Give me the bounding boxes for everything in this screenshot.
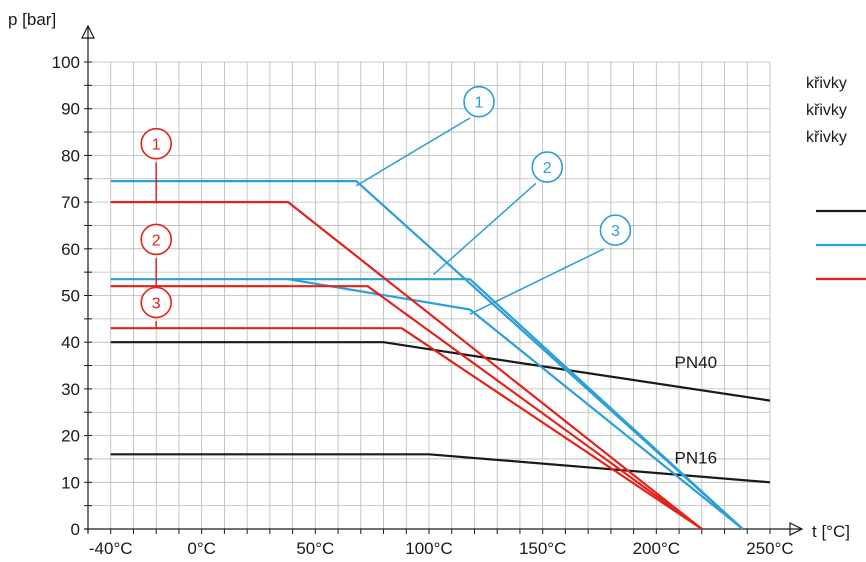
marker-leader [469, 248, 605, 315]
legend: křivky křivky křivky [806, 75, 866, 281]
chart-axes [81, 24, 804, 536]
legend-text: křivky [806, 129, 847, 146]
marker-leader [355, 117, 471, 187]
x-tick-label: -40°C [89, 539, 133, 558]
series-line [110, 327, 703, 530]
y-tick-label: 50 [61, 287, 80, 306]
y-tick-label: 20 [61, 427, 80, 446]
x-tick-label: 50°C [296, 539, 334, 558]
series-line [110, 180, 744, 530]
series-line [110, 453, 771, 484]
marker-circle [531, 151, 564, 183]
marker-number: 1 [152, 137, 161, 154]
curve-markers: 1 2 3 1 2 3 [140, 85, 632, 329]
y-tick-label: 60 [61, 240, 80, 259]
series-line [110, 278, 744, 530]
marker-circle [463, 85, 495, 118]
y-axis-title: p [bar] [8, 10, 56, 29]
y-tick-label: 100 [52, 53, 80, 72]
series-label: PN16 [675, 449, 718, 468]
chart-labels: p [bar] t [°C] -40°C 0°C 50°C 100°C 150°C 200… [8, 10, 850, 558]
legend-text: křivky [806, 102, 847, 119]
marker-number: 2 [543, 160, 552, 177]
marker-number: 2 [152, 232, 161, 249]
y-tick-label: 80 [61, 146, 80, 165]
y-tick-label: 70 [61, 193, 80, 212]
series-line [287, 278, 744, 530]
series-label: PN40 [675, 353, 718, 372]
y-tick-label: 0 [71, 520, 80, 539]
series-line [110, 201, 703, 530]
chart-series [110, 180, 771, 530]
x-tick-label: 0°C [187, 539, 216, 558]
y-tick-label: 90 [61, 100, 80, 119]
y-tick-label: 10 [61, 473, 80, 492]
marker-circle [140, 223, 172, 256]
marker-circle [140, 286, 172, 319]
x-axis-arrow [789, 522, 804, 536]
marker-circle [140, 127, 172, 160]
y-axis-arrow [81, 24, 95, 39]
y-tick-label: 30 [61, 380, 80, 399]
x-tick-label: 150°C [519, 539, 566, 558]
marker-number: 3 [152, 296, 161, 313]
marker-leader [433, 182, 537, 276]
legend-text: křivky [806, 75, 847, 92]
series-line [110, 285, 703, 530]
marker-circle [599, 214, 632, 246]
series-line [110, 341, 771, 402]
x-tick-label: 200°C [633, 539, 680, 558]
marker-number: 3 [611, 223, 620, 240]
y-tick-label: 40 [61, 333, 80, 352]
marker-number: 1 [475, 95, 484, 112]
x-tick-label: 250°C [746, 539, 793, 558]
x-tick-label: 100°C [405, 539, 452, 558]
x-axis-title: t [°C] [812, 522, 850, 541]
